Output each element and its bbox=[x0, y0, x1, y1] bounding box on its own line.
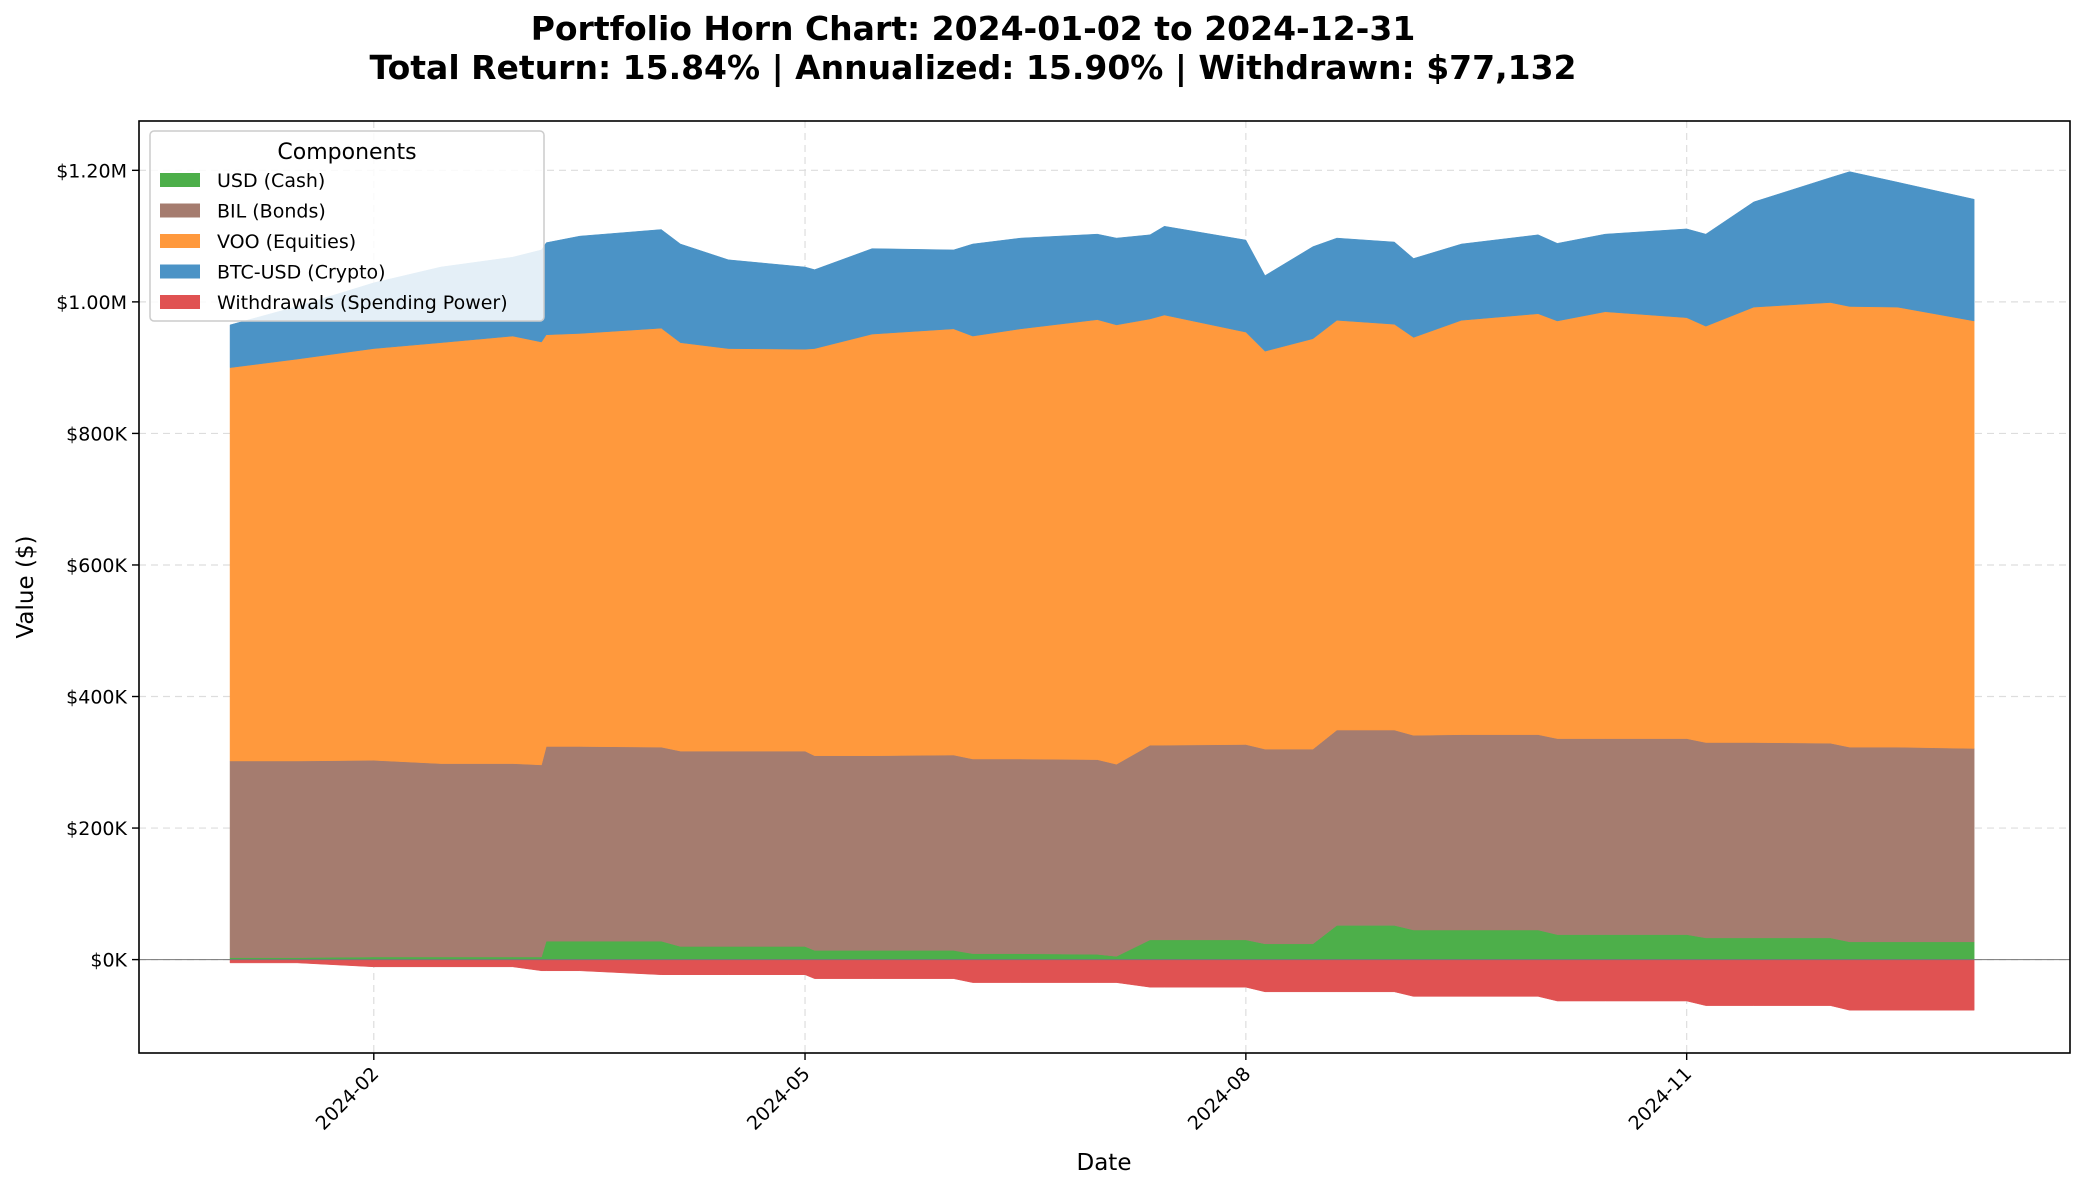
legend-swatch bbox=[160, 234, 200, 248]
legend-title: Components bbox=[277, 140, 416, 165]
legend-label: VOO (Equities) bbox=[217, 231, 356, 253]
y-tick-label: $1.00M bbox=[56, 292, 127, 314]
x-tick-label: 2024-08 bbox=[1184, 1063, 1256, 1135]
y-tick-label: $800K bbox=[66, 423, 127, 445]
x-axis-ticks: 2024-02 2024-05 2024-08 2024-11 bbox=[312, 1053, 1697, 1135]
legend-label: BTC-USD (Crypto) bbox=[217, 262, 386, 284]
x-tick-label: 2024-05 bbox=[743, 1063, 815, 1135]
legend-box bbox=[149, 130, 545, 322]
area-bil-bonds bbox=[229, 729, 1975, 958]
legend-items: USD (Cash) BIL (Bonds) VOO (Equities) BTC-U… bbox=[160, 170, 508, 314]
y-tick-label: $600K bbox=[66, 555, 127, 577]
area-btc-usd-crypto bbox=[229, 171, 1975, 368]
y-tick-label: $200K bbox=[66, 818, 127, 840]
plot-frame bbox=[138, 120, 2071, 1054]
x-tick-label: 2024-02 bbox=[312, 1063, 384, 1135]
legend-swatch bbox=[160, 203, 200, 218]
y-axis-ticks: $0K $200K $400K $600K $800K $1.00M $1.20M bbox=[56, 160, 139, 972]
legend-label: USD (Cash) bbox=[217, 170, 325, 192]
chart-title: Portfolio Horn Chart: 2024-01-02 to 2024… bbox=[531, 9, 1416, 48]
legend-label: Withdrawals (Spending Power) bbox=[217, 292, 508, 314]
legend-label: BIL (Bonds) bbox=[217, 201, 326, 223]
stacked-areas bbox=[229, 171, 1975, 1011]
x-tick-label: 2024-11 bbox=[1625, 1063, 1697, 1135]
y-axis-label: Value ($) bbox=[13, 535, 39, 638]
legend-swatch bbox=[160, 295, 200, 309]
legend: Components USD (Cash) BIL (Bonds) VOO (Equ… bbox=[149, 130, 545, 322]
x-axis-label: Date bbox=[1077, 1150, 1132, 1176]
legend-swatch bbox=[160, 173, 200, 187]
chart-subtitle: Total Return: 15.84% | Annualized: 15.90… bbox=[369, 48, 1576, 87]
legend-swatch bbox=[160, 264, 200, 279]
y-tick-label: $1.20M bbox=[56, 160, 127, 182]
y-tick-label: $400K bbox=[66, 687, 127, 709]
area-withdrawals bbox=[229, 959, 1975, 1011]
area-voo-equities bbox=[229, 302, 1975, 766]
y-tick-label: $0K bbox=[90, 950, 127, 972]
